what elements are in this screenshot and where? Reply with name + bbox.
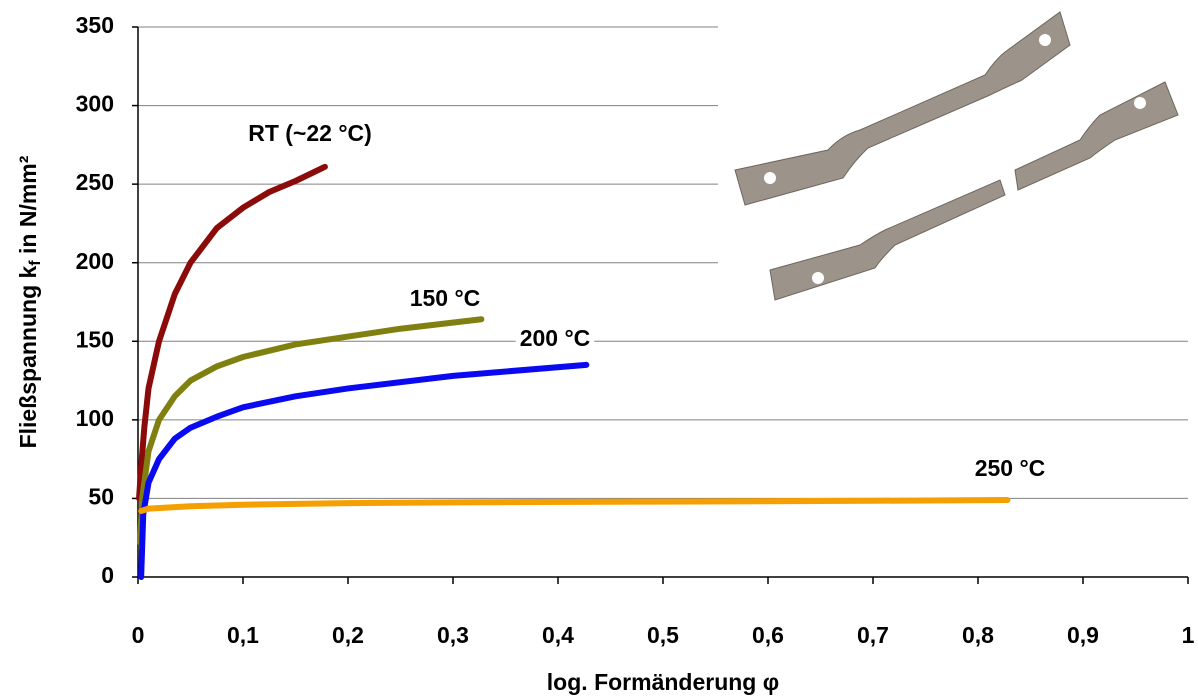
y-tick-label: 100 — [76, 405, 114, 431]
series-line — [137, 316, 485, 546]
label-background — [244, 120, 376, 150]
x-tick-label: 0,1 — [227, 622, 259, 648]
series-label: 150 °C — [410, 285, 481, 311]
label-background — [405, 285, 485, 315]
y-tick-label: 150 — [76, 326, 114, 352]
x-tick-label: 0,5 — [647, 622, 679, 648]
y-title-sub: f — [27, 260, 44, 266]
y-tick-label: 350 — [76, 12, 114, 38]
y-tick-label: 50 — [88, 484, 114, 510]
series-line — [138, 497, 1011, 514]
hole — [1134, 97, 1146, 109]
y-tick-label: 0 — [101, 562, 114, 588]
y-title-rest: in N/mm² — [15, 155, 41, 260]
y-tick-label: 250 — [76, 169, 114, 195]
x-axis-title: log. Formänderung φ — [547, 669, 779, 695]
specimen-photo — [718, 0, 1198, 320]
hole — [764, 172, 776, 184]
x-tick-label: 1 — [1182, 622, 1195, 648]
x-tick-label: 0,8 — [962, 622, 994, 648]
x-tick-label: 0,4 — [542, 622, 574, 648]
x-tick-label: 0,3 — [437, 622, 469, 648]
label-background — [970, 455, 1050, 485]
lines: RT (~22 °C) 150 °C 200 °C 250 °C — [136, 120, 1050, 580]
x-tick-label: 0,6 — [752, 622, 784, 648]
series-line — [138, 361, 590, 580]
specimen-top — [734, 11, 1071, 206]
specimen-bottom-left — [769, 179, 1006, 301]
axes: 0 50 100 150 200 250 300 350 0 0,1 0,2 0,3 0,4 0,5 0,6… — [76, 12, 1195, 648]
y-tick-label: 300 — [76, 91, 114, 117]
x-tick-label: 0,9 — [1067, 622, 1099, 648]
specimen-bottom-right — [1014, 81, 1179, 191]
series-label: 250 °C — [975, 455, 1046, 481]
y-tick-label: 200 — [76, 248, 114, 274]
series-label: 200 °C — [520, 325, 591, 351]
series-line — [136, 163, 328, 502]
hole — [812, 272, 824, 284]
x-tick-label: 0 — [132, 622, 145, 648]
y-title-main: Fließspannung k — [15, 265, 41, 448]
y-axis-title: Fließspannung kf in N/mm² — [15, 155, 44, 448]
hole — [1039, 34, 1051, 46]
label-background — [515, 325, 595, 355]
x-tick-label: 0,7 — [857, 622, 889, 648]
series-label: RT (~22 °C) — [248, 120, 372, 146]
x-tick-label: 0,2 — [332, 622, 364, 648]
